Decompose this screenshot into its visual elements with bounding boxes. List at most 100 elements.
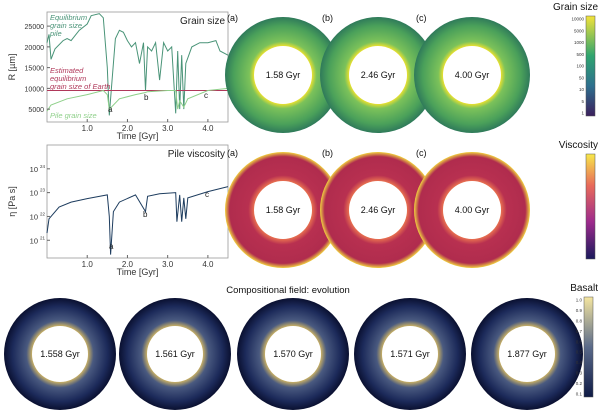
colorbar-tick-label: 0.4 — [576, 360, 583, 365]
composition-ring-3: 1.571 Gyr — [354, 298, 466, 410]
panel-letter: (a) — [227, 13, 238, 23]
annotation-b: b — [143, 210, 148, 219]
colorbar-tick-label: 5 — [581, 99, 584, 104]
core — [382, 326, 438, 382]
legend-equilibrium-grain-size-pile: pile — [49, 29, 62, 38]
panel-letter: (c) — [416, 148, 427, 158]
age-label: 1.877 Gyr — [507, 349, 547, 359]
annotation-b: b — [144, 93, 149, 102]
viscosity-ring-1: 2.46 Gyr (b) — [320, 148, 436, 268]
panel-letter: (a) — [227, 148, 238, 158]
colorbar-tick-label: 0.9 — [576, 308, 583, 313]
core — [443, 181, 501, 239]
colorbar-tick-label: 500 — [576, 52, 584, 57]
age-label: 2.46 Gyr — [361, 70, 396, 80]
series-line-0 — [46, 13, 229, 116]
x-tick-label: 4.0 — [202, 260, 214, 269]
colorbar-tick-label: 10000 — [571, 17, 584, 22]
chart-title: Grain size — [180, 16, 225, 27]
colorbar — [583, 296, 594, 398]
colorbar-tick-label: 0.8 — [576, 318, 583, 323]
colorbar-tick-label: 1000 — [574, 40, 585, 45]
annotation-c: c — [204, 91, 208, 100]
composition-title: Compositional field: evolution — [226, 285, 350, 296]
core — [443, 46, 501, 104]
age-label: 1.558 Gyr — [40, 349, 80, 359]
x-tick-label: 4.0 — [202, 124, 214, 133]
x-tick-label: 3.0 — [162, 124, 174, 133]
legend-estimated-equilibrium: Estimated — [50, 66, 84, 75]
y-tick-label: 10 — [30, 212, 38, 221]
core — [265, 326, 321, 382]
age-label: 1.561 Gyr — [155, 349, 195, 359]
y-tick-label: 5000 — [28, 107, 44, 114]
y-tick-exponent: 22 — [40, 211, 46, 216]
x-tick-label: 2.0 — [122, 260, 134, 269]
y-axis-label: R [µm] — [7, 54, 17, 81]
core — [499, 326, 555, 382]
x-tick-label: 1.0 — [82, 124, 94, 133]
annotation-a: a — [109, 242, 114, 251]
plot-frame — [46, 11, 229, 123]
colorbar-tick-label: 0.7 — [576, 329, 583, 334]
core — [349, 181, 407, 239]
composition-ring-1: 1.561 Gyr — [119, 298, 231, 410]
core — [147, 326, 203, 382]
core — [349, 46, 407, 104]
x-axis-label: Time [Gyr] — [117, 131, 159, 141]
legend-equilibrium-grain-size-pile: grain size — [50, 21, 82, 30]
y-tick-label: 10000 — [25, 86, 45, 93]
age-label: 4.00 Gyr — [455, 70, 490, 80]
panel-letter: (b) — [322, 13, 333, 23]
annotation-c: c — [205, 190, 209, 199]
composition-ring-2: 1.570 Gyr — [237, 298, 349, 410]
series-line-2 — [46, 87, 229, 112]
colorbar-tick-label: 0.1 — [576, 392, 583, 397]
y-tick-label: 10 — [30, 189, 38, 198]
colorbar-title: Basalt — [570, 283, 598, 294]
panel-letter: (c) — [416, 13, 427, 23]
series-line-0 — [46, 186, 229, 255]
colorbar-tick-label: 0.6 — [576, 339, 583, 344]
y-tick-label: 15000 — [25, 66, 45, 73]
legend-equilibrium-grain-size-pile: Equilibrium — [50, 13, 87, 22]
age-label: 2.46 Gyr — [361, 205, 396, 215]
chart-title: Pile viscosity — [168, 149, 225, 160]
colorbar-tick-label: 10 — [579, 87, 585, 92]
y-tick-label: 10 — [30, 165, 38, 174]
core — [254, 46, 312, 104]
colorbar — [585, 153, 596, 260]
plot-frame — [46, 144, 229, 259]
viscosity-ring-2: 4.00 Gyr (c) — [414, 148, 530, 268]
colorbar-tick-label: 1 — [581, 111, 584, 116]
x-tick-label: 2.0 — [122, 124, 134, 133]
grain-size-ring-0: 1.58 Gyr (a) — [225, 13, 341, 133]
basalt-colorbar: Basalt 1.0 0.9 0.8 0.7 0.6 0.5 0.4 0.3 0.2 0.1 — [570, 283, 598, 398]
legend-pile-grain-size: Pile grain size — [50, 111, 97, 120]
chart-grain-size: 1.0 2.0 3.0 4.0 5000 10000 15000 20000 25000 Time… — [7, 11, 229, 141]
y-tick-label: 20000 — [25, 45, 45, 52]
age-label: 1.58 Gyr — [266, 205, 301, 215]
grain-size-ring-2: 4.00 Gyr (c) — [414, 13, 530, 133]
y-tick-exponent: 21 — [40, 235, 46, 240]
x-tick-label: 3.0 — [162, 260, 174, 269]
age-label: 1.571 Gyr — [390, 349, 430, 359]
annotation-a: a — [108, 105, 113, 114]
colorbar — [585, 15, 596, 117]
colorbar-title: Grain size — [553, 2, 598, 13]
colorbar-tick-label: 0.2 — [576, 381, 583, 386]
viscosity-colorbar: Viscosity — [559, 140, 598, 260]
core — [254, 181, 312, 239]
y-tick-exponent: 24 — [40, 164, 46, 169]
colorbar-tick-label: 100 — [576, 64, 584, 69]
y-tick-label: 25000 — [25, 24, 45, 31]
colorbar-tick-label: 0.3 — [576, 371, 583, 376]
age-label: 4.00 Gyr — [455, 205, 490, 215]
y-tick-exponent: 23 — [40, 188, 46, 193]
age-label: 1.58 Gyr — [266, 70, 301, 80]
composition-ring-4: 1.877 Gyr — [471, 298, 583, 410]
colorbar-tick-label: 50 — [579, 75, 585, 80]
